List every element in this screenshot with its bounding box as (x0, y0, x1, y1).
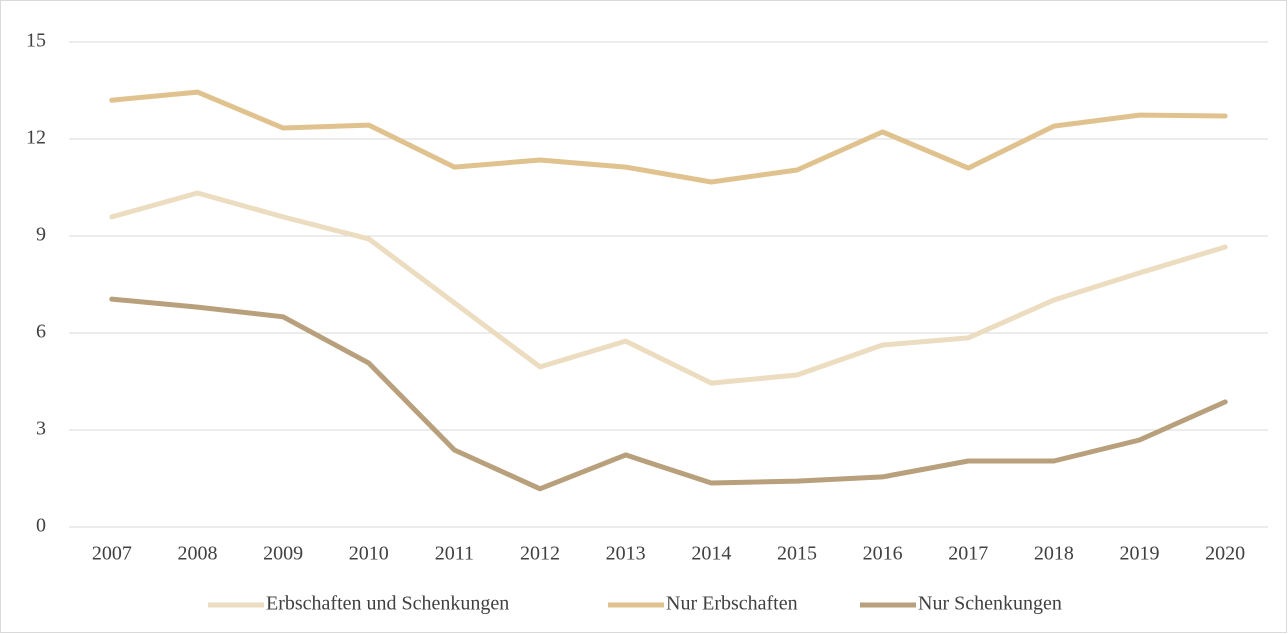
legend-label: Erbschaften und Schenkungen (266, 593, 509, 615)
legend-label: Nur Schenkungen (918, 593, 1062, 615)
y-tick-label: 15 (26, 30, 46, 52)
x-tick-label: 2018 (1034, 543, 1074, 565)
x-tick-label: 2020 (1205, 543, 1245, 565)
x-tick-label: 2007 (92, 543, 132, 565)
x-tick-label: 2017 (948, 543, 988, 565)
y-tick-label: 3 (36, 418, 46, 440)
x-tick-label: 2012 (520, 543, 560, 565)
y-tick-label: 9 (36, 224, 46, 246)
x-tick-label: 2015 (777, 543, 817, 565)
series-line (109, 89, 1228, 185)
y-tick-label: 0 (36, 515, 46, 537)
series-line (109, 190, 1228, 386)
legend-label: Nur Erbschaften (666, 593, 798, 615)
x-tick-label: 2011 (435, 543, 474, 565)
x-tick-label: 2014 (691, 543, 731, 565)
x-tick-label: 2016 (863, 543, 903, 565)
y-tick-label: 12 (26, 127, 46, 149)
x-tick-label: 2008 (177, 543, 217, 565)
x-tick-label: 2019 (1120, 543, 1160, 565)
x-tick-label: 2013 (606, 543, 646, 565)
x-tick-label: 2010 (349, 543, 389, 565)
series-line (109, 296, 1228, 492)
y-tick-label: 6 (36, 321, 46, 343)
x-tick-label: 2009 (263, 543, 303, 565)
